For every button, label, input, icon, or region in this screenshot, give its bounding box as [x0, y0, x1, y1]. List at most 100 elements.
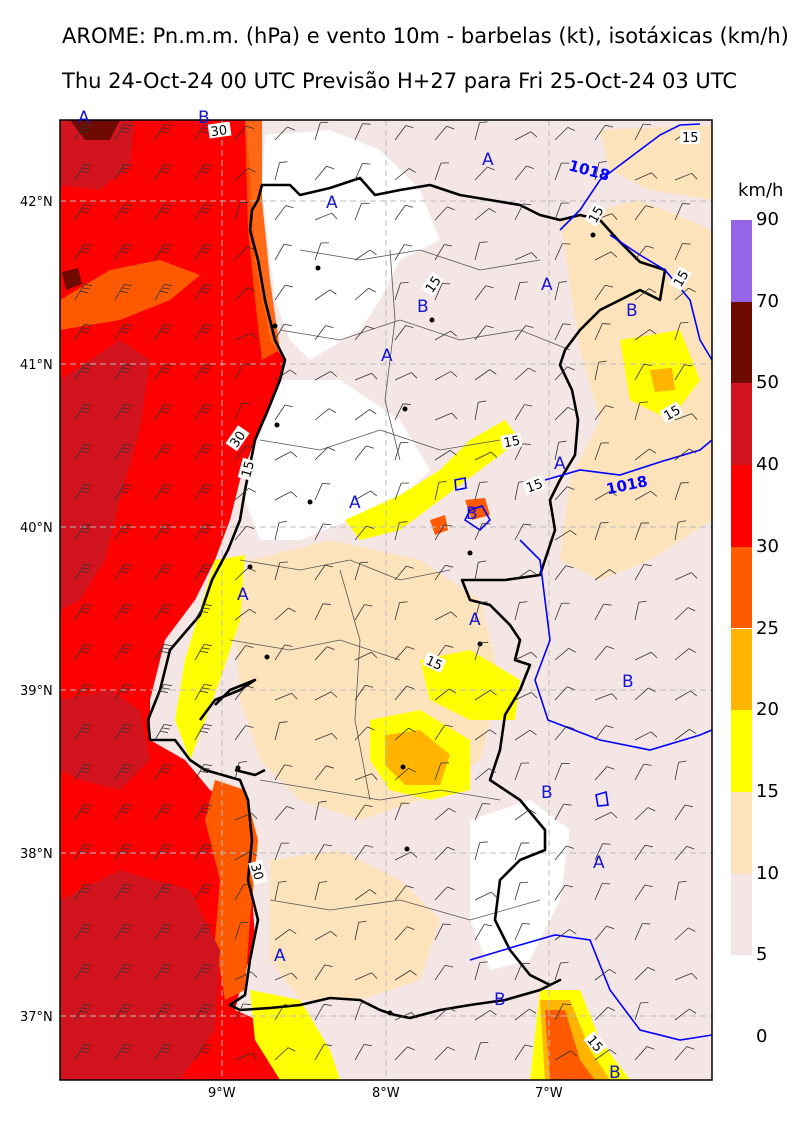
- wind-barb: [274, 205, 287, 221]
- wind-barb: [434, 126, 447, 141]
- wind-barb: [634, 651, 652, 661]
- wind-barb-flag: [163, 724, 172, 727]
- wind-barb-flag: [250, 971, 258, 978]
- wind-barb: [154, 884, 165, 901]
- wind-barb-flag: [201, 447, 210, 450]
- wind-barb: [434, 206, 448, 221]
- wind-barb: [274, 369, 291, 381]
- wind-barb-flag: [79, 1010, 89, 1013]
- wind-barb-flag: [649, 329, 657, 335]
- wind-barb-flag: [407, 1046, 415, 1051]
- orange-blob-east: [650, 368, 675, 392]
- wind-barb: [314, 523, 324, 541]
- wind-barb: [354, 726, 368, 741]
- wind-barb: [154, 964, 165, 981]
- wind-barb: [314, 564, 326, 581]
- wind-barb-flag: [650, 651, 658, 659]
- wind-barb-flag: [563, 1003, 572, 1006]
- wind-barb-flag: [287, 126, 295, 131]
- wind-barb-flag: [246, 525, 255, 530]
- wind-barb-flag: [83, 524, 92, 527]
- wind-barb: [354, 604, 365, 621]
- wind-barb-flag: [249, 608, 257, 614]
- wind-barb-flag: [201, 487, 210, 490]
- wind-barb-flag: [289, 929, 297, 935]
- wind-barb: [234, 1003, 244, 1021]
- high-center-label: A: [349, 493, 361, 513]
- high-center-label: A: [274, 946, 286, 966]
- wind-barb: [154, 644, 165, 661]
- wind-barb: [394, 442, 401, 461]
- wind-barb: [634, 522, 642, 541]
- wind-barb-flag: [121, 287, 130, 290]
- wind-barb-flag: [161, 327, 170, 330]
- wind-barb-flag: [81, 287, 90, 290]
- wind-barb: [354, 123, 363, 141]
- wind-barb-flag: [83, 324, 92, 327]
- wind-barb-flag: [610, 490, 618, 497]
- wind-barb: [594, 883, 603, 901]
- wind-barb: [154, 204, 165, 221]
- wind-barb-flag: [161, 807, 170, 810]
- wind-barb-flag: [161, 247, 170, 250]
- wind-barb-flag: [245, 725, 254, 729]
- wind-barb: [354, 445, 367, 461]
- wind-barb-flag: [159, 410, 169, 413]
- wind-barb-flag: [201, 1007, 210, 1010]
- wind-barb-flag: [159, 650, 169, 653]
- wind-barb-flag: [203, 804, 212, 807]
- wind-barb: [194, 724, 205, 741]
- wind-barb: [394, 602, 400, 621]
- wind-barb: [514, 809, 530, 821]
- wind-barb-flag: [161, 367, 170, 370]
- wind-barb-flag: [81, 927, 90, 930]
- wind-barb-flag: [408, 767, 416, 773]
- high-center-label: A: [381, 346, 393, 366]
- colorbar-label: 5: [756, 944, 768, 966]
- wind-barb-flag: [638, 600, 647, 603]
- wind-barb-flag: [566, 845, 575, 849]
- wind-barb: [154, 284, 165, 301]
- wind-barb-flag: [79, 530, 89, 533]
- wind-barb-flag: [121, 687, 130, 690]
- wind-barb-flag: [163, 284, 172, 287]
- wind-barb-flag: [119, 290, 129, 293]
- wind-barb: [74, 924, 85, 941]
- wind-barb-flag: [79, 330, 89, 333]
- wind-barb-flag: [163, 564, 172, 567]
- wind-barb: [114, 604, 125, 621]
- wind-barb-flag: [199, 890, 209, 893]
- wind-barb-flag: [286, 806, 295, 810]
- wind-barb-flag: [123, 1004, 132, 1007]
- wind-barb-flag: [121, 607, 130, 610]
- wind-barb-flag: [609, 968, 617, 974]
- wind-barb-flag: [558, 280, 567, 283]
- wind-barb: [514, 602, 520, 621]
- wind-barb: [194, 444, 205, 461]
- wind-barb-flag: [79, 250, 89, 253]
- wind-barb: [114, 964, 125, 981]
- wind-barb-flag: [123, 284, 132, 287]
- wind-barb-flag: [81, 767, 90, 770]
- wind-barb-flag: [531, 692, 538, 699]
- wind-barb-flag: [648, 288, 657, 293]
- wind-barb: [154, 924, 165, 941]
- wind-barb-flag: [688, 927, 696, 932]
- wind-barb-flag: [159, 570, 169, 573]
- wind-barb: [634, 1046, 648, 1061]
- wind-barb: [234, 332, 252, 341]
- wind-barb: [74, 644, 85, 661]
- wind-barb-flag: [691, 173, 698, 180]
- wind-barb: [634, 807, 649, 821]
- wind-barb-flag: [123, 1044, 132, 1047]
- wind-barb-flag: [119, 930, 129, 933]
- wind-barb: [594, 925, 607, 941]
- wind-barb: [314, 802, 320, 821]
- wind-barb: [474, 166, 488, 181]
- wind-barb-flag: [123, 684, 132, 687]
- wind-barb: [634, 448, 650, 461]
- wind-barb-flag: [79, 450, 89, 453]
- wind-barb-flag: [650, 731, 658, 738]
- wind-barb-flag: [161, 607, 170, 610]
- wind-barb-flag: [203, 764, 212, 767]
